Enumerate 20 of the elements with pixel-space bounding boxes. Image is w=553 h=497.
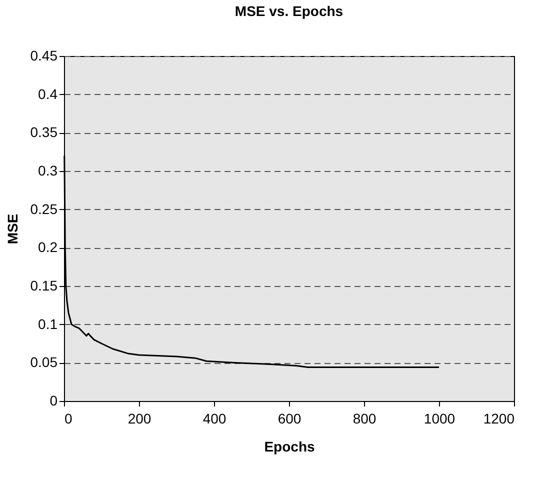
y-axis-title: MSE [4, 214, 20, 244]
y-tick-label: 0.05 [30, 354, 58, 370]
y-tick-label: 0.15 [30, 278, 58, 294]
y-tick-label: 0.45 [30, 48, 58, 64]
y-tick-label: 0.1 [38, 316, 58, 332]
x-tick-label: 1000 [424, 410, 456, 426]
y-tick-label: 0.25 [30, 200, 58, 217]
x-tick-label: 0 [64, 410, 72, 426]
x-tick-label: 800 [352, 410, 376, 426]
y-tick-label: 0.3 [38, 162, 58, 178]
chart-title: MSE vs. Epochs [234, 3, 344, 19]
y-tick-label: 0.4 [38, 86, 58, 102]
x-tick-label: 600 [278, 410, 302, 426]
x-axis-title: Epochs [264, 438, 315, 454]
x-tick-label: 200 [128, 410, 152, 426]
y-tick-label: 0.2 [38, 239, 58, 256]
y-tick-label: 0 [50, 392, 58, 408]
x-tick-label: 400 [202, 410, 226, 426]
x-tick-label: 1200 [483, 410, 515, 426]
y-tick-label: 0.35 [30, 124, 58, 140]
